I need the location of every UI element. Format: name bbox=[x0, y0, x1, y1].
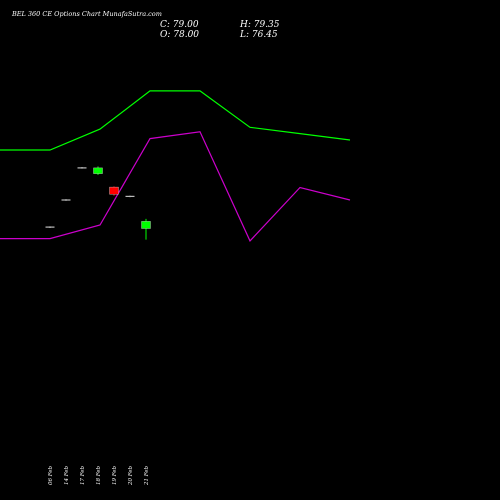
x-axis-labels: 06 Feb 14 Feb 17 Feb 18 Feb 19 Feb 20 Feb 21 F… bbox=[48, 465, 150, 486]
lower-indicator-line bbox=[0, 131, 351, 242]
open-value: O: 78.00 bbox=[160, 30, 199, 40]
indicator-lines bbox=[0, 90, 351, 242]
x-tick-label: 17 Feb bbox=[80, 465, 86, 485]
upper-indicator-line bbox=[0, 90, 351, 151]
close-value: C: 79.00 bbox=[160, 20, 199, 30]
candle-body bbox=[109, 186, 119, 195]
candle bbox=[109, 186, 119, 196]
x-tick-label: 21 Feb bbox=[144, 465, 150, 486]
low-value: L: 76.45 bbox=[239, 30, 278, 40]
candle-body bbox=[61, 199, 71, 201]
candle-body bbox=[77, 167, 87, 169]
candlesticks bbox=[45, 166, 151, 240]
candle-body bbox=[45, 226, 55, 228]
x-tick-label: 19 Feb bbox=[112, 465, 118, 485]
x-tick-label: 18 Feb bbox=[96, 465, 102, 485]
candle bbox=[125, 195, 135, 198]
candle-body bbox=[93, 167, 103, 174]
candle bbox=[61, 199, 71, 201]
candle bbox=[77, 167, 87, 169]
candle bbox=[93, 166, 103, 175]
high-value: H: 79.35 bbox=[239, 20, 280, 30]
x-tick-label: 06 Feb bbox=[48, 465, 54, 485]
candle-body bbox=[125, 195, 135, 197]
candle bbox=[141, 218, 151, 240]
candle-body bbox=[141, 221, 151, 229]
x-tick-label: 20 Feb bbox=[128, 465, 134, 486]
candle bbox=[45, 226, 55, 228]
chart-title: BEL 360 CE Options Chart MunafaSutra.com bbox=[11, 10, 162, 18]
x-tick-label: 14 Feb bbox=[64, 465, 70, 485]
